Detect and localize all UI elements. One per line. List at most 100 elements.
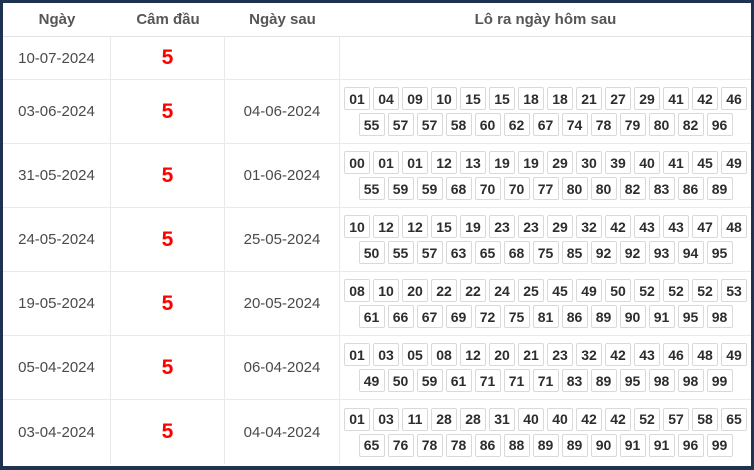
lottery-number: 47 — [692, 215, 718, 238]
lottery-number: 52 — [634, 279, 660, 302]
lottery-number: 23 — [547, 343, 573, 366]
next-date-cell: 06-04-2024 — [225, 336, 340, 399]
lottery-number: 12 — [402, 215, 428, 238]
lottery-number: 40 — [634, 151, 660, 174]
date-cell: 03-04-2024 — [3, 400, 111, 464]
number-line-1: 08 10 20 22 22 24 25 45 49 50 52 52 52 53 — [344, 279, 747, 302]
lottery-number: 21 — [576, 87, 602, 110]
lottery-number: 58 — [445, 113, 472, 136]
number-line-2: 50 55 57 63 65 68 75 85 92 92 93 94 95 — [358, 241, 733, 264]
lottery-number: 13 — [460, 151, 486, 174]
number-line-1: 01 03 05 08 12 20 21 23 32 42 43 46 48 49 — [344, 343, 747, 366]
lottery-number: 20 — [402, 279, 428, 302]
lo-numbers-cell: 00 01 01 12 13 19 19 29 30 39 40 41 45 49 55 59 59 68 70 7… — [340, 144, 751, 207]
lottery-number: 89 — [706, 177, 733, 200]
lottery-number: 55 — [358, 177, 385, 200]
lottery-number: 15 — [460, 87, 486, 110]
lottery-number: 94 — [677, 241, 704, 264]
table-row: 24-05-2024 5 25-05-2024 10 12 12 15 19 23 23 29… — [3, 208, 751, 272]
lottery-number: 71 — [474, 369, 501, 392]
table-row: 31-05-2024 5 01-06-2024 00 01 01 12 13 19 19 29… — [3, 144, 751, 208]
date-cell: 19-05-2024 — [3, 272, 111, 335]
lottery-number: 95 — [677, 305, 704, 328]
number-line-2: 65 76 78 78 86 88 89 89 90 91 91 96 99 — [358, 433, 733, 457]
lottery-number: 43 — [634, 343, 660, 366]
lottery-number: 71 — [532, 369, 559, 392]
lottery-number: 88 — [503, 433, 530, 457]
date-cell: 10-07-2024 — [3, 37, 111, 79]
number-line-1: 00 01 01 12 13 19 19 29 30 39 40 41 45 49 — [344, 151, 747, 174]
number-line-2: 49 50 59 61 71 71 71 83 89 95 98 98 99 — [358, 369, 733, 392]
lottery-number: 60 — [474, 113, 501, 136]
lottery-number: 49 — [358, 369, 385, 392]
lottery-number: 63 — [445, 241, 472, 264]
number-line-2: 55 59 59 68 70 70 77 80 80 82 83 86 89 — [358, 177, 733, 200]
next-date-cell: 04-04-2024 — [225, 400, 340, 464]
lottery-number: 03 — [373, 343, 399, 366]
lottery-number: 59 — [387, 177, 414, 200]
lo-numbers-cell: 01 04 09 10 15 15 18 18 21 27 29 41 42 46 55 57 57 58 60 6… — [340, 80, 751, 143]
lottery-number: 18 — [547, 87, 573, 110]
lottery-number: 72 — [474, 305, 501, 328]
lottery-number: 28 — [460, 407, 486, 431]
lottery-number: 81 — [532, 305, 559, 328]
lottery-number: 15 — [431, 215, 457, 238]
lottery-number: 99 — [706, 433, 733, 457]
lottery-number: 45 — [547, 279, 573, 302]
lottery-number: 57 — [416, 241, 443, 264]
lottery-number: 78 — [590, 113, 617, 136]
lottery-number: 76 — [387, 433, 414, 457]
lottery-number: 19 — [460, 215, 486, 238]
next-date-cell — [225, 37, 340, 79]
number-line-2: 61 66 67 69 72 75 81 86 89 90 91 95 98 — [358, 305, 733, 328]
lottery-number: 22 — [431, 279, 457, 302]
lottery-number: 12 — [460, 343, 486, 366]
lottery-number: 90 — [619, 305, 646, 328]
lottery-number: 86 — [677, 177, 704, 200]
lottery-number: 55 — [358, 113, 385, 136]
lottery-number: 83 — [648, 177, 675, 200]
lottery-number: 22 — [460, 279, 486, 302]
col-header-cam-dau: Câm đầu — [136, 11, 200, 28]
lottery-number: 80 — [561, 177, 588, 200]
lottery-number: 67 — [532, 113, 559, 136]
lottery-number: 78 — [445, 433, 472, 457]
lottery-number: 27 — [605, 87, 631, 110]
lottery-number: 52 — [692, 279, 718, 302]
lottery-number: 70 — [474, 177, 501, 200]
lottery-number: 91 — [648, 305, 675, 328]
lottery-number: 42 — [692, 87, 718, 110]
lottery-number: 98 — [677, 369, 704, 392]
lottery-number: 95 — [706, 241, 733, 264]
lottery-number: 70 — [503, 177, 530, 200]
lottery-number: 79 — [619, 113, 646, 136]
lottery-number: 89 — [532, 433, 559, 457]
lottery-number: 50 — [605, 279, 631, 302]
lottery-number: 74 — [561, 113, 588, 136]
lottery-number: 29 — [547, 151, 573, 174]
lottery-number: 82 — [619, 177, 646, 200]
lottery-number: 75 — [532, 241, 559, 264]
lottery-number: 48 — [721, 215, 747, 238]
lottery-number: 10 — [344, 215, 370, 238]
lottery-number: 15 — [489, 87, 515, 110]
lottery-number: 42 — [605, 215, 631, 238]
lottery-number: 48 — [692, 343, 718, 366]
lottery-number: 86 — [561, 305, 588, 328]
cam-dau-cell: 5 — [111, 336, 225, 399]
lottery-number: 93 — [648, 241, 675, 264]
lottery-number: 19 — [518, 151, 544, 174]
lottery-number: 23 — [489, 215, 515, 238]
lottery-number: 67 — [416, 305, 443, 328]
lottery-number: 25 — [518, 279, 544, 302]
date-cell: 31-05-2024 — [3, 144, 111, 207]
next-date-cell: 01-06-2024 — [225, 144, 340, 207]
lottery-number: 58 — [692, 407, 718, 431]
lottery-number: 05 — [402, 343, 428, 366]
lottery-number: 43 — [634, 215, 660, 238]
lottery-number: 40 — [547, 407, 573, 431]
lottery-number: 43 — [663, 215, 689, 238]
lottery-number: 83 — [561, 369, 588, 392]
lottery-number: 08 — [431, 343, 457, 366]
